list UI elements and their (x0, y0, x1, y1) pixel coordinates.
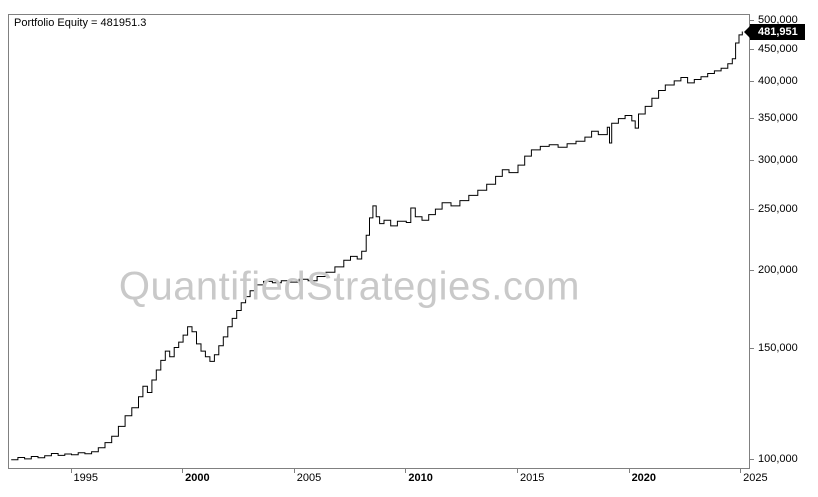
y-axis-label: 450,000 (758, 43, 798, 56)
x-axis-label: 2000 (185, 472, 210, 484)
last-value-label: 481,951 (758, 26, 798, 39)
x-axis-tick (516, 468, 518, 473)
y-axis-label: 200,000 (758, 263, 798, 276)
y-axis-tick (749, 81, 754, 83)
x-axis-tick (70, 468, 72, 473)
equity-line (11, 31, 743, 461)
x-axis-tick (628, 468, 630, 473)
y-axis-label: 350,000 (758, 111, 798, 124)
y-axis-tick (749, 458, 754, 460)
y-axis-tick (749, 49, 754, 51)
x-axis-label: 1995 (73, 472, 98, 484)
y-axis: 100,000 150,000 200,000 250,000 300,000 350,0… (749, 14, 818, 467)
y-axis-label: 300,000 (758, 153, 798, 166)
badge-arrow-icon (744, 26, 750, 39)
x-axis-tick (405, 468, 407, 473)
x-axis: 1995 2000 2005 2010 2015 2020 2025 (8, 468, 768, 494)
y-axis-label: 100,000 (758, 452, 798, 465)
x-axis-label: 2025 (743, 472, 768, 484)
plot-area: QuantifiedStrategies.com (8, 14, 750, 469)
equity-title-label: Portfolio Equity = 481951.3 (14, 17, 147, 29)
x-axis-tick (740, 468, 742, 473)
y-axis-tick (749, 269, 754, 271)
last-value-badge: 481,951 (744, 24, 805, 41)
x-axis-label: 2005 (296, 472, 322, 484)
y-axis-label: 400,000 (758, 75, 798, 88)
y-axis-tick (749, 159, 754, 161)
y-axis-label: 150,000 (758, 342, 798, 355)
y-axis-label: 500,000 (758, 14, 798, 27)
y-axis-tick (749, 117, 754, 119)
y-axis-label: 250,000 (758, 203, 798, 216)
y-axis-tick (749, 20, 754, 22)
x-axis-label: 2020 (631, 472, 657, 484)
y-axis-tick (749, 209, 754, 211)
x-axis-label: 2015 (519, 472, 545, 484)
equity-curve (11, 31, 743, 461)
x-axis-tick (293, 468, 295, 473)
x-axis-label: 2010 (408, 472, 433, 484)
x-axis-tick (182, 468, 184, 473)
y-axis-tick (749, 348, 754, 350)
watermark: QuantifiedStrategies.com (118, 264, 580, 309)
